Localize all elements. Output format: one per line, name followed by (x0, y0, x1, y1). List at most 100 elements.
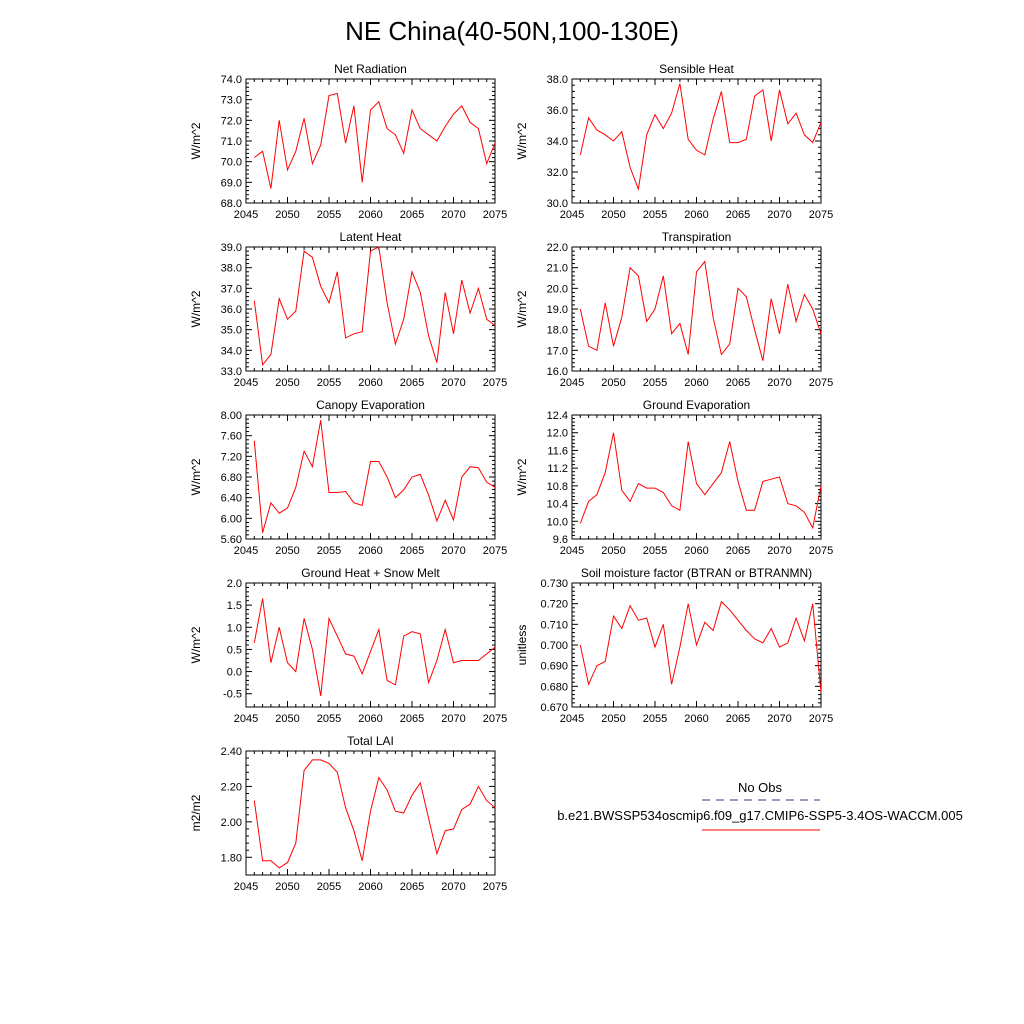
x-tick-label: 2055 (317, 545, 341, 557)
y-tick-label: 38.0 (547, 74, 568, 86)
x-tick-label: 2060 (358, 713, 382, 725)
panel-total-lai: Total LAI m2/m2 2045 2050 2055 2060 2065 2070 20… (189, 734, 507, 893)
y-tick-label: 7.60 (221, 431, 242, 443)
x-tick-label: 2045 (560, 545, 584, 557)
y-tick-label: 22.0 (547, 242, 568, 254)
x-tick-label: 2045 (560, 209, 584, 221)
panel-title: Canopy Evaporation (316, 398, 425, 412)
panel-title: Latent Heat (339, 230, 402, 244)
y-tick-label: 11.2 (547, 463, 568, 475)
x-tick-label: 2050 (601, 209, 625, 221)
x-tick-label: 2060 (358, 377, 382, 389)
y-tick-label: 10.4 (547, 499, 568, 511)
y-tick-label: 9.6 (553, 534, 568, 546)
x-tick-label: 2070 (767, 713, 791, 725)
y-tick-label: 0.670 (540, 702, 568, 714)
y-tick-label: 32.0 (547, 167, 568, 179)
x-tick-label: 2045 (234, 377, 258, 389)
x-tick-label: 2065 (726, 545, 750, 557)
series-line-soil-moisture-factor-btran-or-btranmn (579, 600, 822, 693)
x-tick-label: 2055 (317, 881, 341, 893)
x-tick-label: 2060 (358, 545, 382, 557)
x-tick-label: 2075 (483, 545, 507, 557)
x-tick-label: 2050 (275, 377, 299, 389)
x-tick-label: 2065 (726, 209, 750, 221)
y-tick-label: 36.0 (221, 304, 242, 316)
x-tick-label: 2065 (400, 881, 424, 893)
panel-ground-heat-snow-melt: Ground Heat + Snow Melt W/m^2 2045 2050 2055… (189, 566, 507, 725)
panel-soil-moisture-factor-btran-or-btranmn: Soil moisture factor (BTRAN or BTRANMN) u… (515, 566, 833, 725)
panels: Net Radiation W/m^2 2045 2050 2055 2060 2065 20… (189, 62, 833, 893)
panel-frame (245, 414, 496, 540)
x-tick-label: 2050 (601, 713, 625, 725)
series-line-ground-heat-snow-melt (253, 598, 496, 696)
x-tick-label: 2050 (275, 881, 299, 893)
panel-net-radiation: Net Radiation W/m^2 2045 2050 2055 2060 2065 20… (189, 62, 507, 221)
panel-title: Ground Evaporation (643, 398, 750, 412)
series-line-latent-heat (253, 246, 496, 367)
main-title: NE China(40-50N,100-130E) (345, 16, 679, 46)
x-tick-label: 2070 (441, 881, 465, 893)
x-tick-label: 2075 (809, 545, 833, 557)
x-tick-label: 2060 (684, 545, 708, 557)
x-tick-label: 2075 (483, 881, 507, 893)
x-tick-label: 2055 (317, 209, 341, 221)
y-tick-label: 2.0 (227, 578, 242, 590)
panel-title: Total LAI (347, 734, 394, 748)
y-tick-label: 20.0 (547, 283, 568, 295)
y-tick-label: 68.0 (221, 198, 242, 210)
x-tick-label: 2060 (684, 209, 708, 221)
y-tick-label: 8.00 (221, 410, 242, 422)
x-tick-label: 2045 (234, 545, 258, 557)
x-tick-label: 2075 (483, 209, 507, 221)
y-tick-label: 19.0 (547, 304, 568, 316)
y-tick-label: 7.20 (221, 451, 242, 463)
y-tick-label: 21.0 (547, 263, 568, 275)
y-tick-label: 17.0 (547, 345, 568, 357)
x-tick-label: 2060 (684, 377, 708, 389)
x-tick-label: 2055 (643, 209, 667, 221)
x-tick-label: 2055 (317, 377, 341, 389)
y-tick-label: 34.0 (547, 136, 568, 148)
y-tick-label: 34.0 (221, 345, 242, 357)
y-tick-label: 0.730 (540, 578, 568, 590)
y-tick-label: 16.0 (547, 366, 568, 378)
series-line-total-lai (253, 759, 496, 869)
x-tick-label: 2055 (643, 713, 667, 725)
y-axis-label: m2/m2 (189, 794, 203, 831)
y-tick-label: 37.0 (221, 283, 242, 295)
x-tick-label: 2050 (275, 209, 299, 221)
y-tick-label: 70.0 (221, 157, 242, 169)
x-tick-label: 2075 (809, 209, 833, 221)
panel-title: Ground Heat + Snow Melt (301, 566, 440, 580)
x-tick-label: 2045 (234, 209, 258, 221)
y-tick-label: 0.690 (540, 661, 568, 673)
panel-latent-heat: Latent Heat W/m^2 2045 2050 2055 2060 2065 2070… (189, 230, 507, 389)
x-tick-label: 2065 (726, 377, 750, 389)
legend-obs-label: No Obs (738, 780, 783, 795)
x-tick-label: 2045 (234, 713, 258, 725)
y-axis-label: W/m^2 (515, 122, 529, 159)
x-tick-label: 2055 (317, 713, 341, 725)
y-tick-label: 12.4 (547, 410, 568, 422)
y-tick-label: 1.80 (221, 852, 242, 864)
x-tick-label: 2075 (809, 713, 833, 725)
y-axis-label: W/m^2 (515, 458, 529, 495)
y-tick-label: 10.8 (547, 481, 568, 493)
y-tick-label: 6.40 (221, 493, 242, 505)
x-tick-label: 2070 (441, 713, 465, 725)
y-axis-label: unitless (515, 625, 529, 666)
x-tick-label: 2070 (767, 545, 791, 557)
series-line-sensible-heat (579, 83, 822, 192)
x-tick-label: 2070 (767, 377, 791, 389)
x-tick-label: 2075 (483, 377, 507, 389)
panel-title: Sensible Heat (659, 62, 734, 76)
x-tick-label: 2050 (601, 377, 625, 389)
x-tick-label: 2050 (275, 713, 299, 725)
panel-transpiration: Transpiration W/m^2 2045 2050 2055 2060 2065 20… (515, 230, 833, 389)
x-tick-label: 2065 (400, 377, 424, 389)
x-tick-label: 2055 (643, 545, 667, 557)
panel-ground-evaporation: Ground Evaporation W/m^2 2045 2050 2055 2060 2… (515, 398, 833, 557)
x-tick-label: 2065 (400, 209, 424, 221)
